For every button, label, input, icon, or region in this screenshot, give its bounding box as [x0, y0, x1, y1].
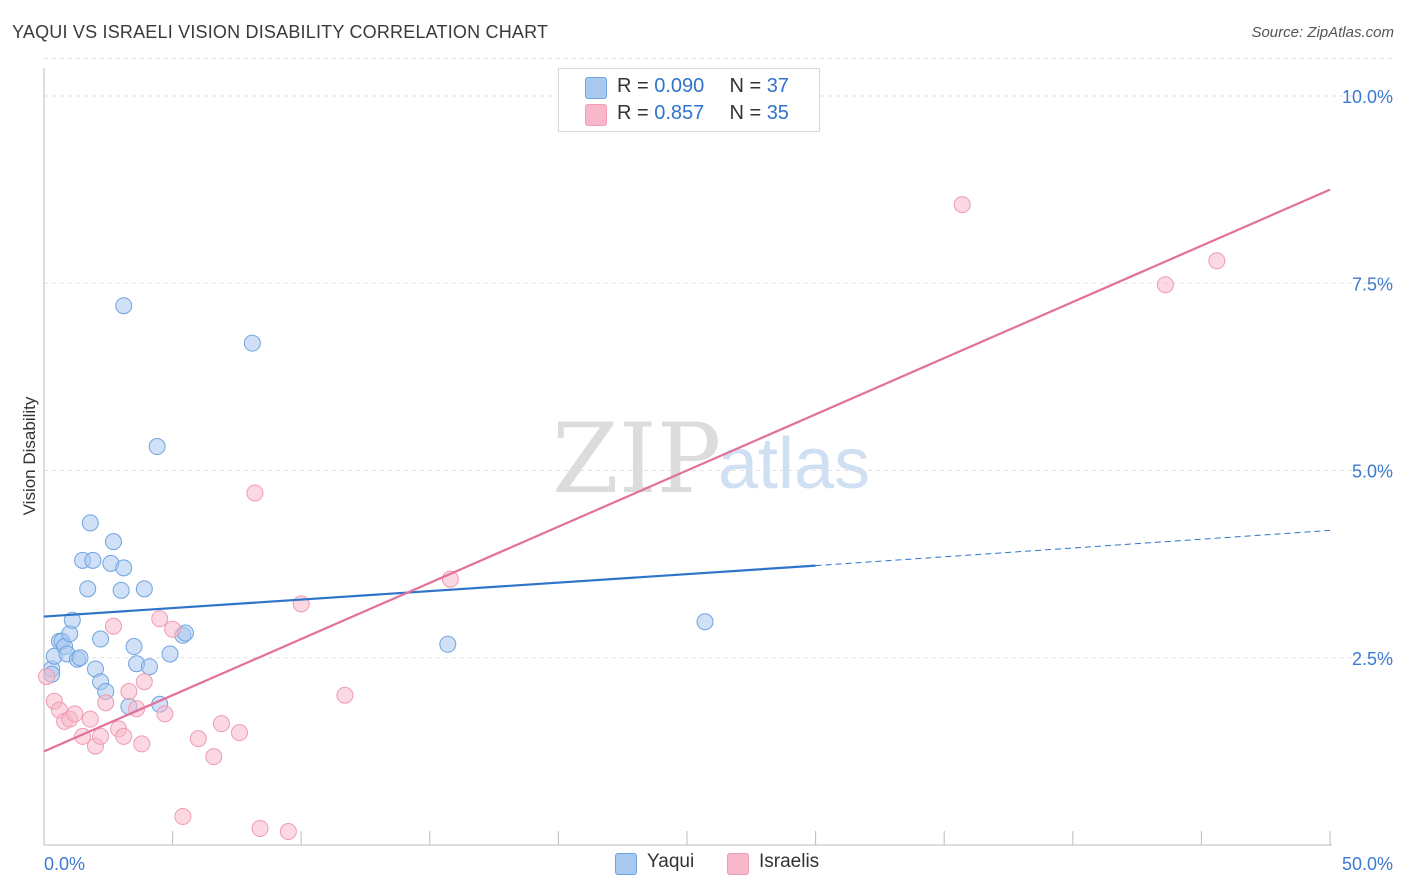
- source-credit: Source: ZipAtlas.com: [1251, 24, 1394, 41]
- data-point-israelis: [135, 673, 153, 691]
- data-point-yaqui: [92, 630, 110, 648]
- legend-r-label: R =: [617, 75, 655, 97]
- data-point-israelis: [104, 617, 122, 635]
- data-point-israelis: [115, 727, 133, 745]
- data-point-yaqui: [79, 580, 97, 598]
- y-tick-labels: 2.5% 5.0% 7.5% 10.0%: [1342, 87, 1393, 669]
- data-point-israelis: [66, 705, 84, 723]
- data-point-israelis: [151, 610, 169, 628]
- trend-line-israelis: [43, 188, 1331, 753]
- data-point-israelis: [92, 727, 110, 745]
- legend-r-label: R =: [617, 102, 655, 124]
- x-ticks: [172, 831, 1331, 845]
- y-axis-label: Vision Disability: [20, 396, 39, 515]
- data-point-yaqui: [125, 638, 143, 656]
- data-point-yaqui: [112, 581, 130, 599]
- data-point-israelis: [1156, 276, 1174, 294]
- y-tick-label: 7.5%: [1352, 274, 1393, 294]
- bottom-legend-swatch-yaqui: [615, 853, 637, 875]
- data-point-yaqui: [71, 649, 89, 667]
- y-tick-label: 2.5%: [1352, 649, 1393, 669]
- data-point-israelis: [97, 694, 115, 712]
- x-tick-labels: 0.0% 50.0%: [44, 854, 1393, 874]
- trend-line-extension-yaqui: [815, 529, 1331, 567]
- data-point-yaqui: [148, 438, 166, 456]
- data-point-israelis: [251, 820, 269, 838]
- data-point-israelis: [189, 730, 207, 748]
- data-point-yaqui: [140, 658, 158, 676]
- y-tick-label: 5.0%: [1352, 462, 1393, 482]
- watermark: ZIP atlas: [552, 403, 870, 515]
- data-point-israelis: [336, 686, 354, 704]
- legend-swatch-yaqui: [585, 77, 607, 99]
- data-point-israelis: [38, 667, 56, 685]
- data-point-israelis: [279, 823, 297, 841]
- legend-n-value: 37: [766, 75, 789, 97]
- data-point-yaqui: [104, 533, 122, 551]
- data-point-yaqui: [81, 514, 99, 532]
- legend-n-label: N =: [729, 75, 767, 97]
- data-point-yaqui: [84, 551, 102, 569]
- legend-n-value: 35: [766, 102, 789, 124]
- watermark-atlas: atlas: [718, 424, 870, 504]
- data-point-israelis: [81, 710, 99, 728]
- data-point-yaqui: [243, 334, 261, 352]
- bottom-legend-label: Israelis: [759, 851, 820, 872]
- x-tick-label: 0.0%: [44, 854, 85, 874]
- bottom-legend-swatch-israelis: [727, 853, 749, 875]
- data-point-israelis: [1208, 252, 1226, 270]
- legend-n-label: N =: [729, 102, 767, 124]
- data-point-yaqui: [115, 559, 133, 577]
- data-point-yaqui: [115, 297, 133, 315]
- data-point-israelis: [120, 682, 138, 700]
- data-point-yaqui: [439, 635, 457, 653]
- axes: [43, 68, 1332, 846]
- y-tick-label: 10.0%: [1342, 87, 1393, 107]
- watermark-zip: ZIP: [552, 403, 721, 515]
- data-point-israelis: [156, 705, 174, 723]
- legend-r-value: 0.090: [654, 75, 705, 97]
- data-point-israelis: [230, 724, 248, 742]
- data-point-israelis: [133, 735, 151, 753]
- legend-swatch-israelis: [585, 104, 607, 126]
- data-point-israelis: [164, 620, 182, 638]
- chart-title: YAQUI VS ISRAELI VISION DISABILITY CORRE…: [12, 22, 549, 42]
- data-point-israelis: [174, 808, 192, 826]
- data-point-israelis: [953, 196, 971, 214]
- data-point-yaqui: [135, 580, 153, 598]
- data-point-yaqui: [696, 613, 714, 631]
- gridlines: [44, 58, 1392, 659]
- data-point-yaqui: [161, 645, 179, 663]
- legend-r-value: 0.857: [654, 102, 705, 124]
- x-tick-label: 50.0%: [1342, 854, 1393, 874]
- trend-line-yaqui: [43, 564, 816, 618]
- correlation-legend: R = 0.090 N = 37 R = 0.857 N = 35: [558, 68, 820, 132]
- data-points: [38, 196, 1226, 841]
- data-point-yaqui: [63, 611, 81, 629]
- trend-lines: [43, 188, 1331, 753]
- data-point-israelis: [212, 715, 230, 733]
- bottom-legend-label: Yaqui: [647, 851, 695, 872]
- data-point-israelis: [205, 748, 223, 766]
- data-point-israelis: [246, 484, 264, 502]
